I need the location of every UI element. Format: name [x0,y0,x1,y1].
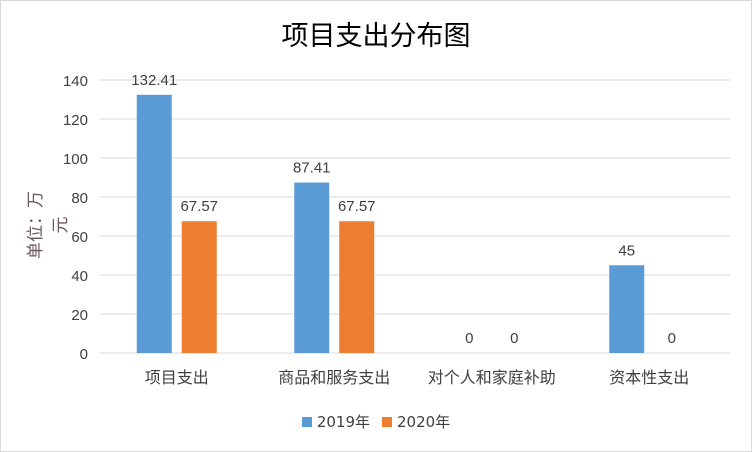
data-label: 45 [618,242,635,259]
chart-title: 项目支出分布图 [281,21,471,52]
data-label: 67.57 [338,198,376,215]
data-label: 132.41 [131,72,177,89]
y-tick-label: 140 [63,73,88,90]
bar-2020年-0 [181,221,217,353]
legend-label: 2019年 [316,413,370,431]
x-tick-label: 项目支出 [145,368,209,387]
data-label: 87.41 [293,160,331,177]
data-label: 0 [668,330,676,347]
y-tick-label: 40 [71,268,88,285]
legend-item-2019: 2019年 [301,411,370,432]
legend-label: 2020年 [397,413,451,431]
data-label: 0 [510,330,518,347]
bar-2019年-1 [294,182,330,353]
y-tick-label: 60 [71,229,88,246]
bar-2020年-1 [339,221,375,353]
bar-2019年-3 [609,265,645,353]
x-tick-label: 对个人和家庭补助 [428,368,556,387]
bar-2019年-0 [136,94,172,353]
y-tick-label: 0 [80,346,88,363]
y-tick-label: 80 [71,190,88,207]
x-tick-label: 商品和服务支出 [278,368,390,387]
legend: 2019年 2020年 [0,411,752,432]
legend-item-2020: 2020年 [382,411,450,432]
y-tick-label: 100 [63,151,88,168]
legend-swatch [382,416,392,427]
legend-swatch [301,416,312,427]
y-tick-label: 120 [63,112,88,129]
data-label: 0 [465,330,473,347]
x-tick-label: 资本性支出 [609,368,689,387]
data-label: 67.57 [180,198,218,215]
y-tick-label: 20 [71,307,88,324]
